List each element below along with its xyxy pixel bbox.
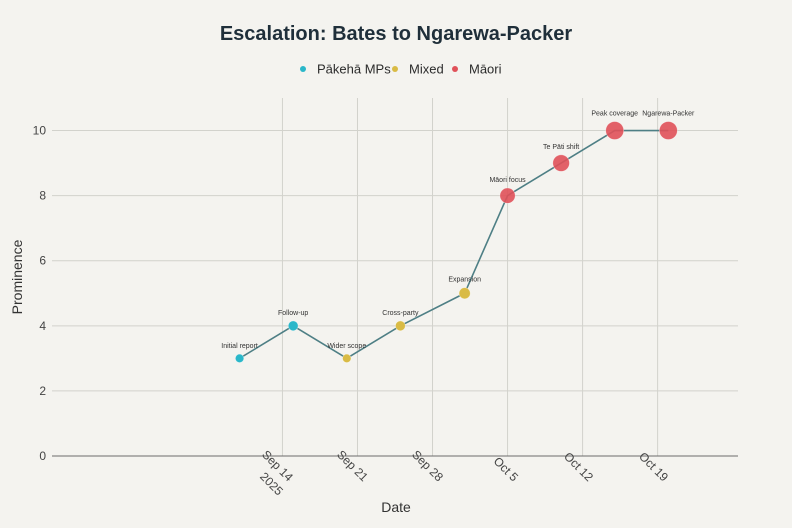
x-tick-label: Oct 19 xyxy=(636,449,671,484)
data-point-mixed xyxy=(458,287,471,300)
y-tick-label: 0 xyxy=(39,449,46,463)
legend: Pākehā MPs Mixed Māori xyxy=(300,62,502,77)
grid xyxy=(52,98,738,456)
y-tick-label: 2 xyxy=(39,384,46,398)
legend-label-pakeha: Pākehā MPs xyxy=(317,62,391,77)
x-axis-title: Date xyxy=(381,499,411,515)
series: Initial report Follow-up Wider scope Cross-… xyxy=(221,111,695,363)
data-point-maori xyxy=(552,154,570,172)
point-annotation: Wider scope xyxy=(327,343,366,350)
point-annotation: Peak coverage xyxy=(591,111,638,118)
y-tick-label: 6 xyxy=(39,254,46,268)
chart-title: Escalation: Bates to Ngarewa-Packer xyxy=(220,23,573,45)
point-annotation: Māori focus xyxy=(489,177,526,184)
data-point-pakeha xyxy=(235,353,245,363)
data-point-pakeha xyxy=(287,320,299,332)
point-annotation: Cross-party xyxy=(382,310,419,317)
y-tick-label: 4 xyxy=(39,319,46,333)
series-line xyxy=(239,129,669,360)
x-tick-label: Sep 21 xyxy=(334,447,371,484)
y-tick-label: 10 xyxy=(33,124,47,138)
point-annotation: Ngarewa-Packer xyxy=(642,111,695,118)
data-point-mixed xyxy=(342,353,352,363)
point-annotation: Follow-up xyxy=(278,310,308,317)
data-point-maori xyxy=(605,121,625,140)
point-annotation: Initial report xyxy=(221,343,258,350)
y-tick-label: 8 xyxy=(39,189,46,203)
x-tick-label: Oct 12 xyxy=(561,449,596,484)
data-point-mixed xyxy=(395,320,406,332)
data-point-maori xyxy=(659,121,678,140)
legend-marker-mixed xyxy=(392,66,398,72)
x-tick-label: Oct 5 xyxy=(491,454,521,484)
legend-marker-pakeha xyxy=(300,66,306,72)
point-annotation: Expansion xyxy=(448,277,481,284)
legend-label-mixed: Mixed xyxy=(409,62,444,77)
legend-marker-maori xyxy=(452,66,458,72)
legend-label-maori: Māori xyxy=(469,62,502,77)
y-axis-title: Prominence xyxy=(9,239,25,314)
point-annotation: Te Pāti shift xyxy=(543,144,579,151)
data-point-maori xyxy=(499,187,516,204)
x-tick-label: Sep 28 xyxy=(409,447,446,484)
